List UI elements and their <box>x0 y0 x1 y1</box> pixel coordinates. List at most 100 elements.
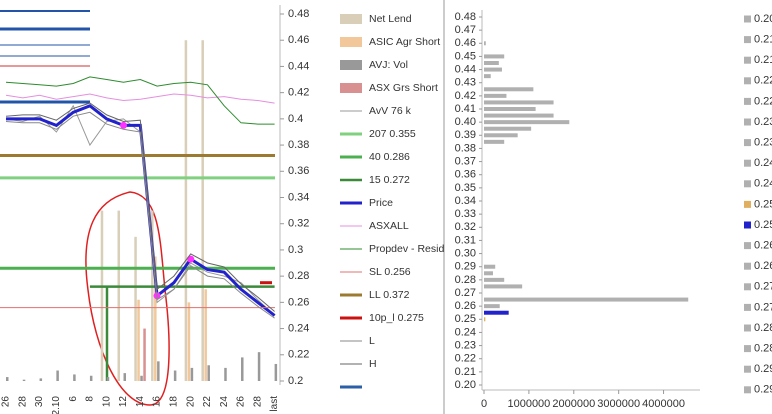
y-tick-label: 0.47 <box>455 24 476 36</box>
legend-label: ASXALL <box>369 220 409 232</box>
legend-swatch <box>744 221 751 229</box>
price-marker <box>187 255 195 263</box>
bar <box>484 41 486 46</box>
y-tick-label: 0.48 <box>455 11 476 23</box>
y-tick-label: 0.45 <box>455 50 476 62</box>
bar <box>274 363 278 381</box>
y-tick-label: 0.44 <box>455 63 476 75</box>
legend-swatch <box>340 83 362 93</box>
legend-label: 40 0.286 <box>369 151 410 163</box>
y-tick-label: 0.44 <box>288 60 309 72</box>
legend-label: 207 0.355 <box>369 128 416 140</box>
bar <box>204 289 207 381</box>
y-tick-label: 0.25 <box>455 313 476 325</box>
x-tick-label: 10 <box>101 396 112 408</box>
bar <box>484 100 554 105</box>
x-tick-label: 1000000 <box>507 398 550 410</box>
bar <box>100 210 104 381</box>
y-tick-label: 0.46 <box>455 37 476 49</box>
bar <box>484 304 500 309</box>
bar <box>106 377 110 381</box>
x-tick-label: 28 <box>252 396 263 408</box>
bar <box>184 40 188 381</box>
legend-label: 0.20 <box>754 13 772 25</box>
bar <box>140 375 143 381</box>
x-tick-label: 8 <box>85 396 96 402</box>
bar <box>89 375 93 381</box>
legend-label: ASIC Agr Short <box>369 36 440 48</box>
legend-label: 15 0.272 <box>369 174 410 186</box>
legend-label: Price <box>369 197 393 209</box>
legend-swatch <box>340 60 362 70</box>
legend-label: AVJ: Vol <box>369 59 408 71</box>
price-marker <box>120 121 128 129</box>
bar <box>484 126 532 131</box>
legend-swatch <box>744 303 751 311</box>
bar <box>484 74 491 79</box>
legend-label: 0.25 <box>754 198 772 210</box>
y-tick-label: 0.36 <box>288 165 309 177</box>
x-tick-label: 30 <box>34 396 45 408</box>
bar <box>151 210 154 381</box>
legend-label: 0.26 <box>754 260 772 272</box>
bar <box>39 378 43 381</box>
bar <box>484 133 518 138</box>
legend-swatch <box>744 365 751 373</box>
series-line <box>6 104 276 317</box>
bar <box>484 139 505 144</box>
legend-swatch <box>744 139 751 147</box>
y-tick-label: 0.42 <box>455 90 476 102</box>
bar <box>6 377 9 381</box>
y-tick-label: 0.39 <box>455 129 476 141</box>
y-tick-label: 0.42 <box>288 87 309 99</box>
top-left-reference-lines <box>0 10 90 104</box>
legend-label: 0.21 <box>754 34 772 46</box>
y-tick-label: 0.43 <box>455 77 476 89</box>
x-tick-label: last <box>269 396 280 412</box>
bar <box>134 236 137 381</box>
bar <box>117 210 121 381</box>
y-tick-label: 0.36 <box>455 169 476 181</box>
y-tick-label: 0.26 <box>455 300 476 312</box>
bar <box>484 120 570 125</box>
x-tick-label: 4000000 <box>642 398 685 410</box>
bar <box>190 367 194 381</box>
y-tick-label: 0.27 <box>455 287 476 299</box>
y-tick-label: 0.38 <box>455 142 476 154</box>
x-tick-label: 16 <box>152 396 163 408</box>
legend-label: AvV 76 k <box>369 105 412 117</box>
x-tick-label: 26 <box>236 396 247 408</box>
legend-label: 0.27 <box>754 301 772 313</box>
legend-swatch <box>744 200 751 208</box>
legend-label: 0.22 <box>754 75 772 87</box>
legend-label: 0.21 <box>754 54 772 66</box>
y-tick-label: 0.32 <box>288 218 309 230</box>
series-line <box>5 111 275 319</box>
legend-label: 0.27 <box>754 281 772 293</box>
y-tick-label: 0.3 <box>288 244 303 256</box>
y-tick-label: 0.31 <box>455 234 476 246</box>
x-tick-label: 22 <box>202 396 213 408</box>
x-tick-label: 3000000 <box>597 398 640 410</box>
y-tick-label: 0.26 <box>288 296 309 308</box>
legend-swatch <box>744 324 751 332</box>
legend-label: 0.24 <box>754 178 772 190</box>
bar <box>241 357 244 381</box>
legend-swatch <box>744 159 751 167</box>
bar <box>157 361 160 381</box>
bar <box>484 113 554 118</box>
bar <box>484 87 534 92</box>
y-tick-label: 0.24 <box>288 322 309 334</box>
legend-swatch <box>340 14 362 24</box>
x-tick-label: 14 <box>135 396 146 408</box>
legend-swatch <box>744 56 751 64</box>
bar <box>123 373 127 381</box>
x-tick-label: 18 <box>169 396 180 408</box>
bar <box>484 297 689 302</box>
legend-label: 0.29 <box>754 363 772 375</box>
legend-label: 0.22 <box>754 95 772 107</box>
legend-label: LL 0.372 <box>369 289 410 301</box>
legend-swatch <box>340 37 362 47</box>
bar <box>154 256 157 381</box>
legend-swatch <box>744 180 751 188</box>
